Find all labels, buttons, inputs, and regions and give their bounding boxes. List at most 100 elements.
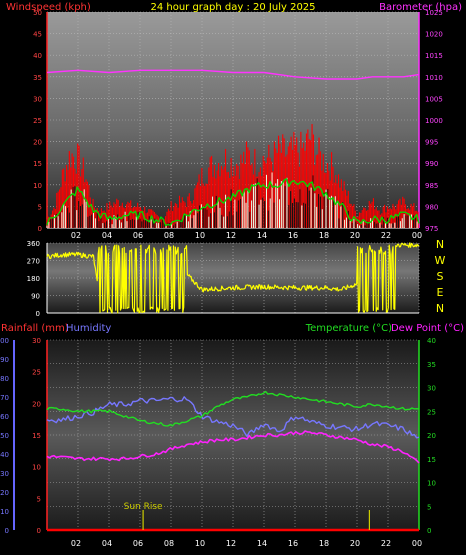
x-tick-label: 10 [195, 539, 205, 548]
compass-label: W [435, 254, 446, 267]
x-tick-label: 00 [412, 231, 422, 240]
x-tick-label: 20 [350, 231, 360, 240]
windspeed-tick-label: 0 [38, 225, 42, 233]
humidity-axis-ticks: 0 10 20 30 40 50 60 70 80 90 100 [0, 337, 9, 535]
barometer-tick-label: 980 [425, 203, 438, 211]
x-tick-label: 18 [319, 231, 329, 240]
humidity-tick-label: 70 [0, 394, 9, 402]
rainfall-tick-label: 5 [37, 495, 41, 503]
barometer-tick-label: 995 [425, 139, 438, 147]
barometer-line [46, 69, 420, 80]
x-tick-label: 14 [257, 539, 267, 548]
x-tick-label: 04 [102, 539, 112, 548]
windspeed-tick-label: 20 [33, 139, 42, 147]
sunrise-annotation: Sun Rise [124, 502, 163, 512]
humidity-tick-label: 0 [5, 527, 9, 535]
x-tick-label: 04 [102, 231, 112, 240]
direction-axis-ticks: 0 90 180 270 360 [27, 240, 40, 318]
wind-average-line [46, 178, 420, 227]
humidity-tick-label: 50 [0, 432, 9, 440]
temperature-tick-label: 40 [427, 337, 436, 345]
direction-tick-label: 270 [27, 258, 40, 266]
barometer-tick-label: 1005 [425, 95, 443, 103]
x-tick-label: 00 [412, 539, 422, 548]
barometer-tick-label: 1025 [425, 9, 443, 17]
humidity-tick-label: 100 [0, 337, 9, 345]
x-tick-label: 12 [226, 231, 236, 240]
x-tick-label: 14 [257, 231, 267, 240]
barometer-tick-label: 985 [425, 182, 438, 190]
barometer-tick-label: 975 [425, 225, 438, 233]
barometer-tick-label: 1000 [425, 117, 443, 125]
temperature-tick-label: 30 [427, 385, 436, 393]
x-tick-label: 02 [71, 539, 81, 548]
temperature-tick-label: 5 [427, 503, 431, 511]
barometer-axis-label: Barometer (hpa) [379, 2, 462, 13]
windspeed-tick-label: 5 [38, 203, 42, 211]
windspeed-tick-label: 10 [33, 182, 42, 190]
rainfall-tick-label: 25 [32, 369, 41, 377]
compass-label: N [436, 238, 444, 251]
windspeed-tick-label: 25 [33, 117, 42, 125]
temperature-tick-label: 15 [427, 456, 436, 464]
windspeed-tick-label: 45 [33, 31, 42, 39]
temperature-panel-series [46, 390, 420, 532]
rainfall-tick-label: 10 [32, 464, 41, 472]
windspeed-tick-label: 40 [33, 52, 42, 60]
wind-direction-line [46, 242, 420, 314]
direction-tick-label: 0 [36, 310, 40, 318]
humidity-tick-label: 40 [0, 451, 9, 459]
rainfall-tick-label: 30 [32, 337, 41, 345]
x-tick-label: 22 [381, 231, 391, 240]
compass-label: N [436, 302, 444, 315]
rainfall-tick-label: 0 [37, 527, 41, 535]
rainfall-tick-label: 15 [32, 432, 41, 440]
rainfall-axis-ticks: 0 5 10 15 20 25 30 [32, 337, 41, 535]
x-tick-label: 16 [288, 231, 298, 240]
wind-panel-x-ticks: 02 04 06 08 10 12 14 16 18 20 22 00 [71, 231, 422, 240]
temperature-axis-label: Temperature (°C) [305, 323, 392, 334]
temperature-tick-label: 35 [427, 361, 436, 369]
x-tick-label: 08 [164, 539, 174, 548]
x-tick-label: 20 [350, 539, 360, 548]
x-tick-label: 06 [133, 231, 143, 240]
humidity-tick-label: 20 [0, 489, 9, 497]
direction-tick-label: 90 [31, 293, 40, 301]
x-tick-label: 02 [71, 231, 81, 240]
direction-tick-label: 180 [27, 275, 40, 283]
windspeed-axis-ticks: 0 5 10 15 20 25 30 35 40 45 50 [33, 9, 42, 233]
temperature-tick-label: 10 [427, 480, 436, 488]
humidity-tick-label: 30 [0, 470, 9, 478]
humidity-tick-label: 10 [0, 508, 9, 516]
compass-label: S [437, 270, 444, 283]
x-tick-label: 22 [381, 539, 391, 548]
barometer-tick-label: 1015 [425, 52, 443, 60]
humidity-tick-label: 60 [0, 413, 9, 421]
humidity-line [46, 396, 420, 439]
direction-panel-series [46, 242, 420, 314]
rainfall-axis-label: Rainfall (mm) [1, 323, 69, 334]
temperature-tick-label: 0 [427, 527, 431, 535]
humidity-axis-label: Humidity [66, 323, 111, 334]
windspeed-tick-label: 15 [33, 160, 42, 168]
dewpoint-axis-label: Dew Point (°C) [391, 323, 464, 334]
compass-label: E [437, 286, 444, 299]
x-tick-label: 08 [164, 231, 174, 240]
wind-panel-series [46, 69, 420, 228]
temperature-panel-x-ticks: 02 04 06 08 10 12 14 16 18 20 22 00 [71, 539, 422, 548]
barometer-tick-label: 990 [425, 160, 438, 168]
barometer-axis-ticks: 975 980 985 990 995 1000 1005 1010 1015 1020 1025 [425, 9, 443, 233]
x-tick-label: 12 [226, 539, 236, 548]
rainfall-tick-label: 20 [32, 400, 41, 408]
windspeed-tick-label: 30 [33, 95, 42, 103]
barometer-tick-label: 1010 [425, 74, 443, 82]
x-tick-label: 10 [195, 231, 205, 240]
humidity-tick-label: 90 [0, 356, 9, 364]
x-tick-label: 18 [319, 539, 329, 548]
windspeed-tick-label: 35 [33, 74, 42, 82]
dewpoint-line [46, 430, 420, 464]
barometer-tick-label: 1020 [425, 31, 443, 39]
chart-title: 24 hour graph day : 20 July 2025 [150, 2, 315, 13]
